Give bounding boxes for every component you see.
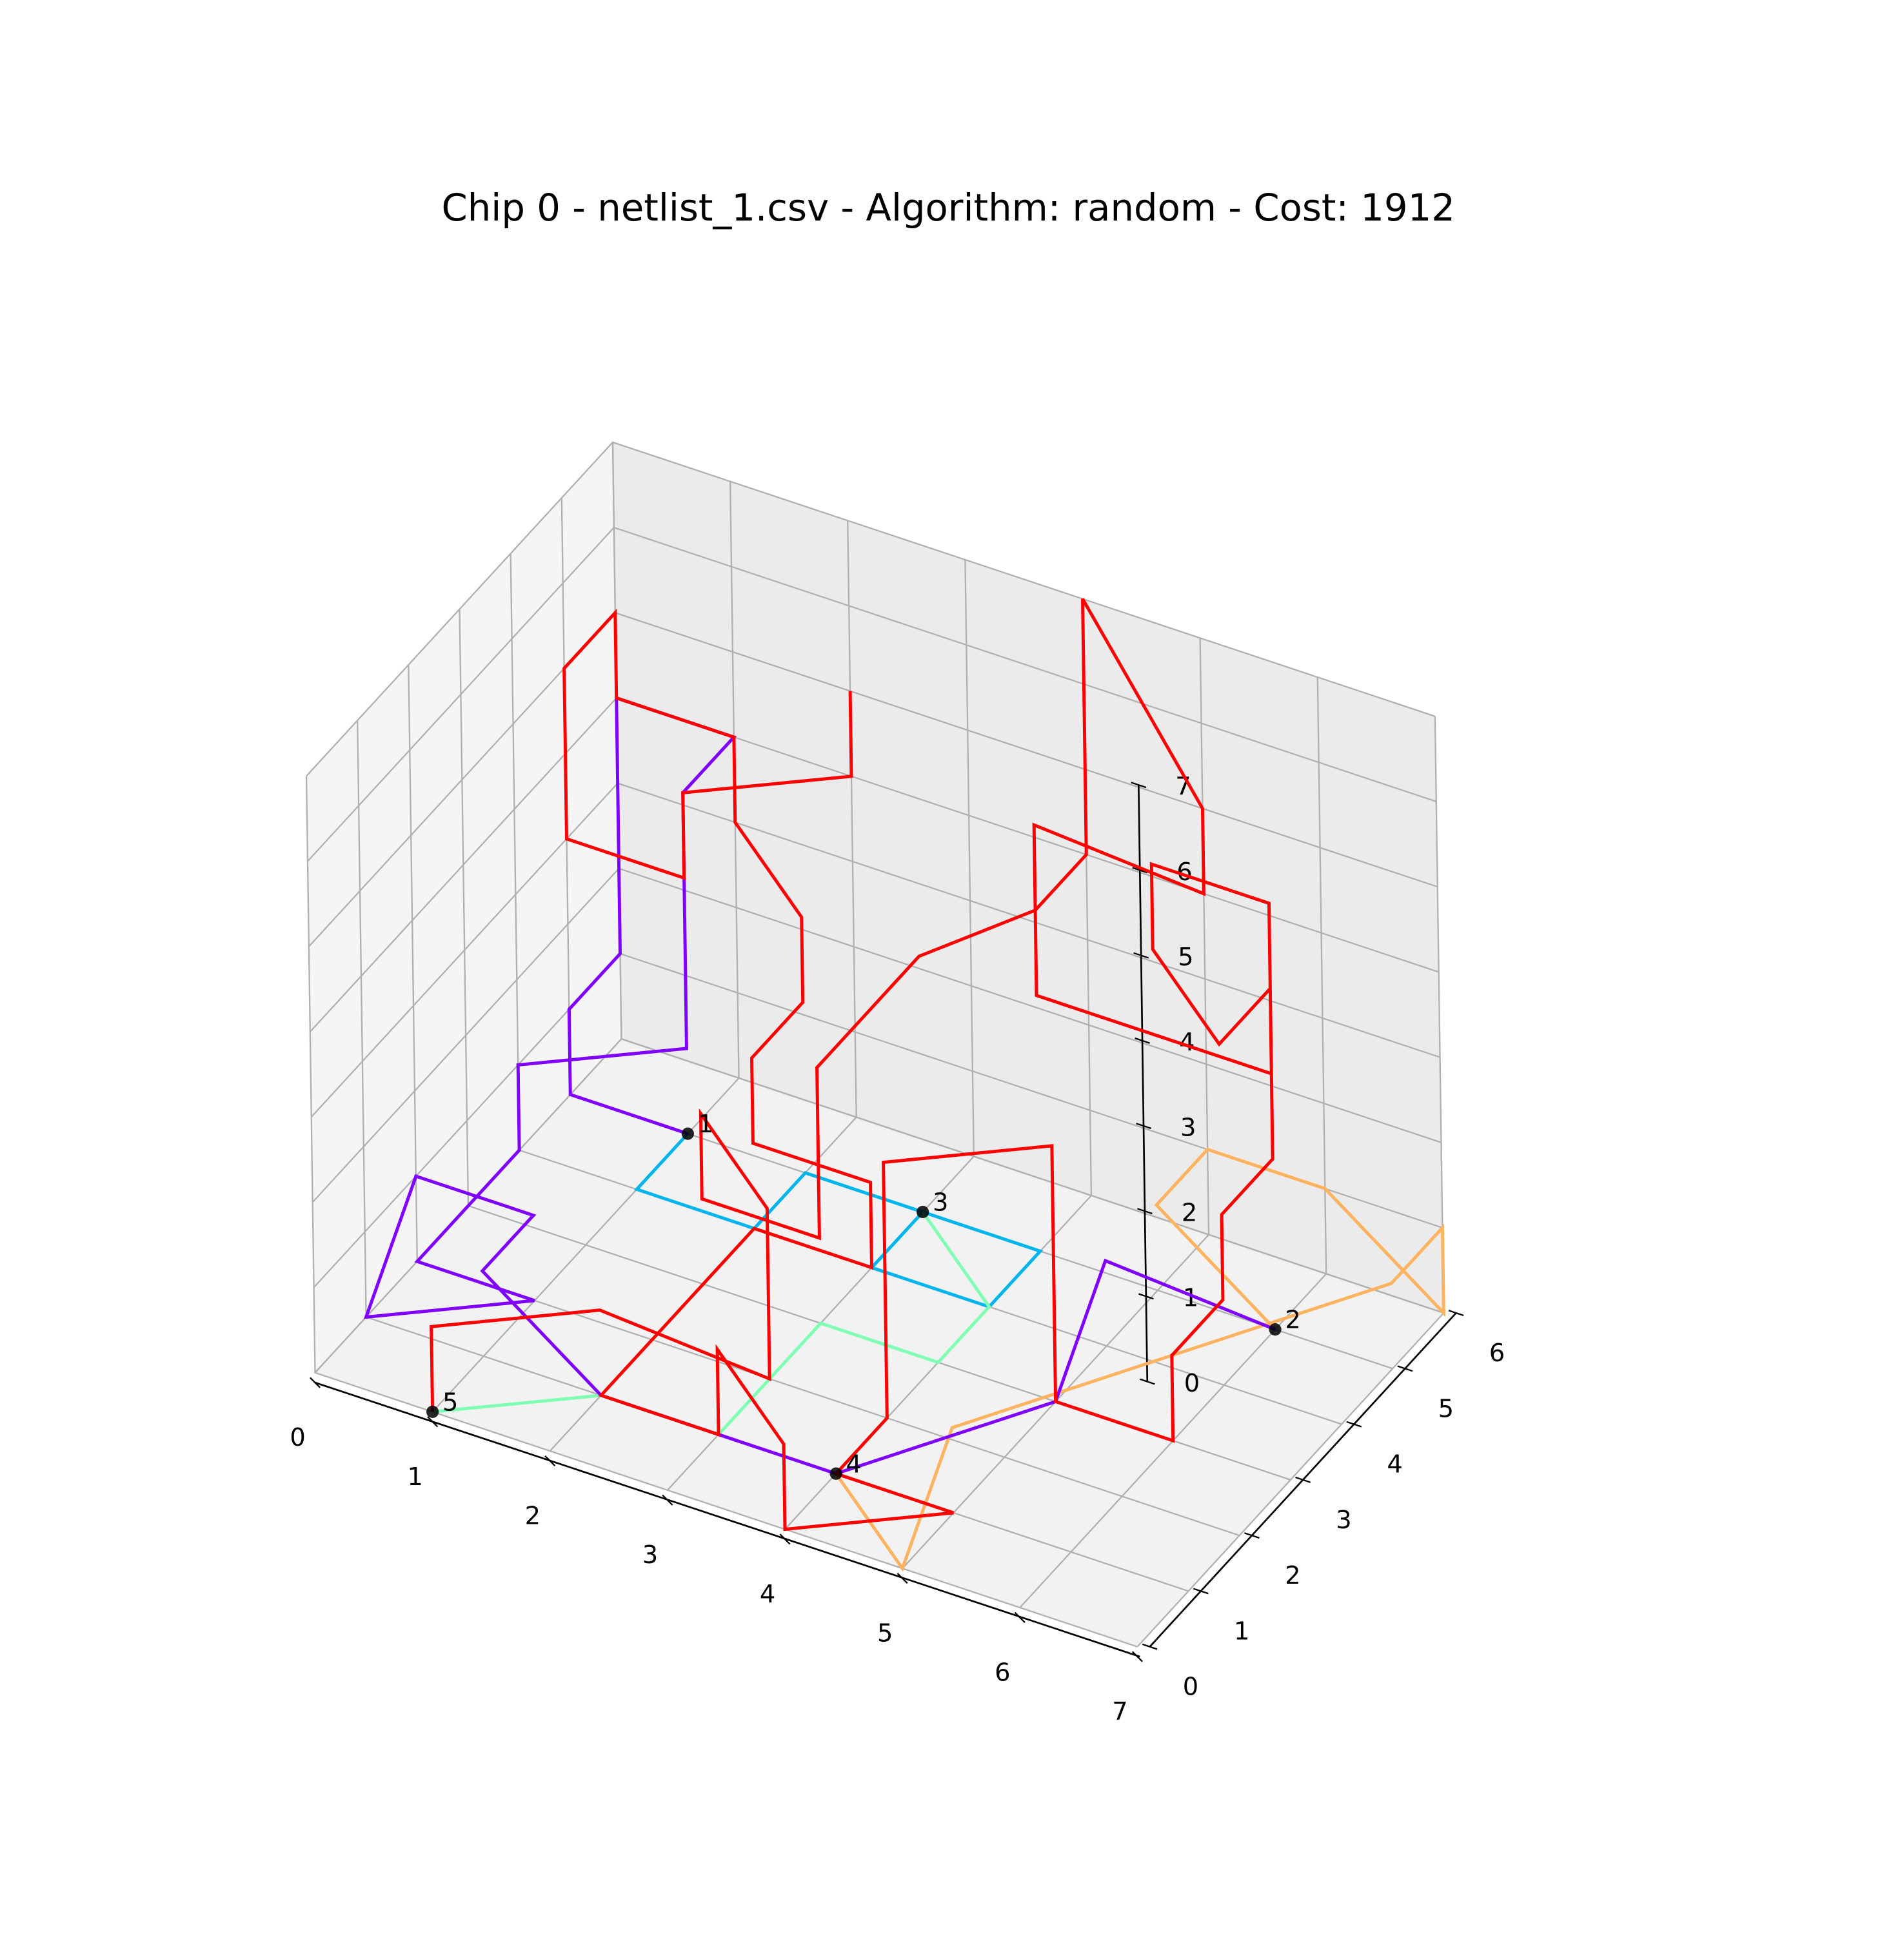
z-tick-mark xyxy=(1137,1208,1153,1215)
grid-line-z xyxy=(307,526,1437,862)
chart-title: Chip 0 - netlist_1.csv - Algorithm: rand… xyxy=(442,186,1455,230)
back-pane xyxy=(612,442,1444,1314)
y-tick-mark xyxy=(1295,1476,1311,1483)
y-tick-label: 1 xyxy=(1234,1617,1249,1646)
z-tick-mark xyxy=(1133,952,1149,959)
x-tick-mark xyxy=(309,1377,321,1388)
z-tick-label: 3 xyxy=(1180,1113,1196,1142)
x-tick-label: 0 xyxy=(290,1423,305,1452)
wire-series xyxy=(363,598,1445,1572)
y-tick-label: 4 xyxy=(1387,1450,1402,1479)
x-tick-mark xyxy=(427,1416,439,1428)
gate-marker xyxy=(681,1127,695,1140)
gate-label: 4 xyxy=(846,1450,862,1479)
y-tick-mark xyxy=(1193,1588,1209,1595)
z-tick-mark xyxy=(1132,867,1148,874)
grid-line-z xyxy=(306,441,1436,777)
y-tick-mark xyxy=(1346,1421,1362,1428)
z-tick-mark xyxy=(1131,782,1147,789)
y-tick-label: 3 xyxy=(1336,1506,1351,1535)
x-tick-mark xyxy=(544,1455,556,1467)
x-tick-label: 7 xyxy=(1112,1697,1127,1726)
gate-label: 2 xyxy=(1285,1306,1300,1335)
x-tick-mark xyxy=(1131,1651,1143,1662)
z-tick-mark xyxy=(1136,1123,1151,1129)
x-tick-label: 4 xyxy=(760,1580,775,1609)
y-tick-label: 2 xyxy=(1285,1561,1300,1590)
y-tick-mark xyxy=(1448,1310,1464,1317)
z-tick-mark xyxy=(1139,1378,1155,1385)
gate-label: 3 xyxy=(933,1188,948,1217)
x-tick-label: 1 xyxy=(408,1462,423,1492)
y-tick-mark xyxy=(1244,1532,1260,1539)
y-tick-label: 0 xyxy=(1183,1673,1198,1702)
x-tick-mark xyxy=(779,1533,791,1545)
wire-path xyxy=(430,598,1274,1531)
y-tick-mark xyxy=(1397,1365,1413,1372)
y-tick-label: 6 xyxy=(1489,1339,1505,1368)
z-tick-label: 2 xyxy=(1182,1199,1197,1228)
x-tick-label: 5 xyxy=(877,1619,893,1648)
x-tick-mark xyxy=(897,1573,908,1584)
x-tick-label: 3 xyxy=(642,1541,658,1570)
y-tick-label: 5 xyxy=(1438,1394,1454,1423)
gate-marker xyxy=(426,1405,439,1419)
z-tick-mark xyxy=(1138,1293,1154,1300)
x-tick-mark xyxy=(1014,1611,1026,1623)
gate-label: 5 xyxy=(442,1388,458,1417)
x-axis-line xyxy=(315,1381,1140,1658)
axis-panes xyxy=(306,442,1444,1647)
gate-marker xyxy=(917,1205,929,1219)
y-tick-mark xyxy=(1142,1643,1158,1650)
x-tick-label: 2 xyxy=(525,1501,540,1530)
gate-marker xyxy=(829,1467,842,1480)
gate-markers: 1 2 3 4 5 xyxy=(426,1110,1301,1480)
x-tick-label: 6 xyxy=(995,1658,1010,1687)
z-tick-label: 0 xyxy=(1184,1369,1200,1398)
z-axis-line xyxy=(1137,785,1149,1382)
x-tick-mark xyxy=(662,1494,673,1506)
z-tick-mark xyxy=(1135,1037,1150,1044)
z-tick-label: 5 xyxy=(1178,943,1193,972)
wire-path xyxy=(835,1147,1445,1572)
gate-label: 1 xyxy=(698,1110,713,1139)
gate-marker xyxy=(1269,1323,1282,1336)
